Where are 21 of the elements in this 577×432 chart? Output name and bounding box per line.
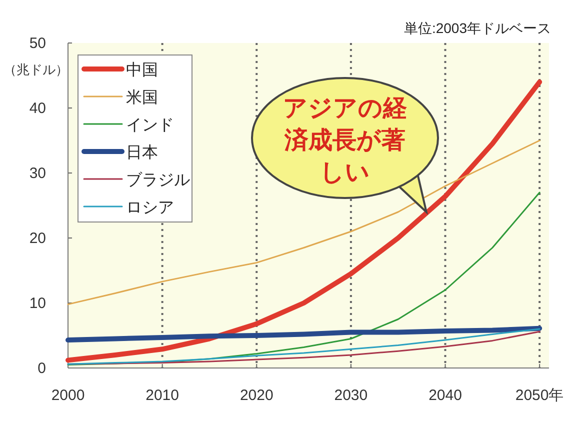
legend-label: ブラジル: [126, 171, 190, 189]
legend-label: インド: [126, 117, 174, 134]
annotation: アジアの経済成長が著しい: [283, 95, 407, 186]
x-tick-label: 2040: [428, 387, 462, 404]
y-tick-label: 30: [29, 165, 46, 182]
x-tick-label: 2000: [51, 387, 85, 404]
legend-label: 米国: [126, 88, 158, 106]
y-tick-label: 0: [38, 360, 46, 377]
y-tick-label: 20: [29, 230, 46, 247]
text: 単位:2003年ドルベース: [404, 20, 551, 36]
legend-label: 中国: [126, 61, 158, 79]
x-tick-label: 2030: [334, 387, 368, 404]
y-tick-label: 40: [29, 100, 46, 117]
legend-label: ロシア: [126, 200, 174, 216]
x-tick-label: 2050年: [515, 387, 564, 404]
x-tick-label: 2020: [240, 387, 274, 404]
x-tick-label: 2010: [146, 387, 179, 404]
y-axis-title: （兆ドル）: [4, 62, 68, 77]
legend-label: 日本: [126, 144, 158, 162]
y-tick-label: 10: [29, 295, 46, 312]
y-tick-label: 50: [29, 35, 46, 52]
